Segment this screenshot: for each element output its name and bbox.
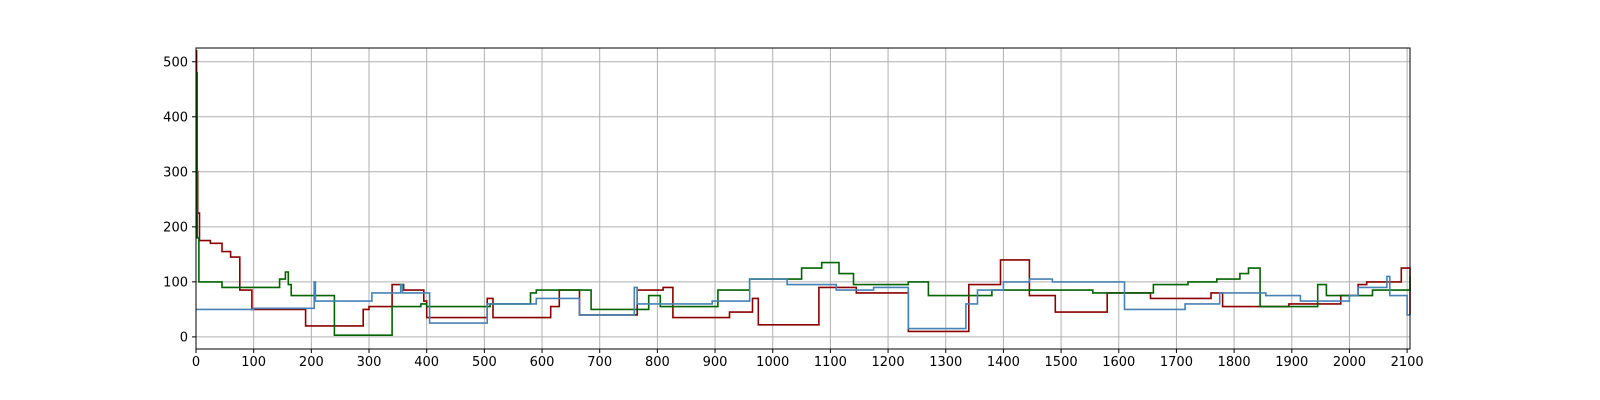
x-tick-label: 400: [414, 355, 439, 370]
grid-lines: [195, 48, 1410, 349]
x-tick-label: 1300: [929, 355, 962, 370]
x-tick-label: 1900: [1275, 355, 1308, 370]
x-tick-label: 100: [241, 355, 266, 370]
x-tick-label: 900: [703, 355, 728, 370]
x-tick-label: 300: [357, 355, 382, 370]
x-tick-label: 2100: [1391, 355, 1424, 370]
x-tick-label: 1700: [1160, 355, 1193, 370]
x-tick-label: 1400: [987, 355, 1020, 370]
x-tick-label: 1200: [872, 355, 905, 370]
x-tick-label: 700: [587, 355, 612, 370]
x-tick-label: 2000: [1333, 355, 1366, 370]
y-tick-label: 300: [163, 165, 188, 180]
y-tick-label: 100: [163, 275, 188, 290]
x-tick-label: 600: [530, 355, 555, 370]
x-tick-label: 1800: [1218, 355, 1251, 370]
series-group: [195, 50, 1411, 336]
x-axis-ticks: 0 100 200 300 400 500 600 700 800 900 1000 1100 1200…: [192, 349, 1424, 370]
x-tick-label: 800: [645, 355, 670, 370]
y-tick-label: 200: [163, 220, 188, 235]
x-tick-label: 1600: [1102, 355, 1135, 370]
y-tick-label: 0: [180, 330, 188, 345]
y-axis-ticks: 0 100 200 300 400 500: [163, 55, 196, 345]
x-tick-label: 1500: [1045, 355, 1078, 370]
series-line-3: [196, 275, 1410, 330]
x-tick-label: 0: [192, 355, 200, 370]
x-tick-label: 500: [472, 355, 497, 370]
x-tick-label: 1100: [814, 355, 847, 370]
y-tick-label: 400: [163, 110, 188, 125]
y-tick-label: 500: [163, 55, 188, 70]
x-tick-label: 200: [299, 355, 324, 370]
x-tick-label: 1000: [756, 355, 789, 370]
plot-frame: [195, 47, 1411, 350]
plot-background: [196, 48, 1410, 349]
